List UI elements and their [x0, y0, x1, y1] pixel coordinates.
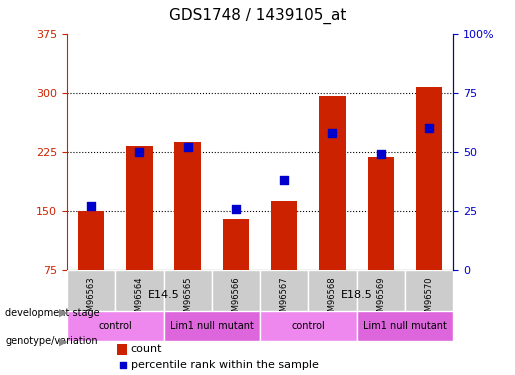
FancyBboxPatch shape [163, 270, 212, 310]
Bar [368, 158, 394, 270]
Text: GSM96564: GSM96564 [135, 276, 144, 322]
FancyBboxPatch shape [356, 310, 453, 341]
Point [135, 149, 144, 155]
Text: GSM96567: GSM96567 [280, 276, 289, 322]
Text: GSM96569: GSM96569 [376, 276, 385, 322]
Bar [416, 87, 442, 270]
FancyBboxPatch shape [308, 270, 356, 310]
FancyBboxPatch shape [212, 270, 260, 310]
Text: GSM96568: GSM96568 [328, 276, 337, 322]
Point [280, 177, 288, 183]
Bar [271, 201, 298, 270]
Text: control: control [291, 321, 325, 331]
Bar [78, 211, 105, 270]
Text: ▶: ▶ [59, 308, 68, 318]
FancyBboxPatch shape [356, 270, 405, 310]
Text: Lim1 null mutant: Lim1 null mutant [363, 321, 447, 331]
Text: GSM96565: GSM96565 [183, 276, 192, 322]
Bar [319, 96, 346, 270]
Text: GSM96570: GSM96570 [424, 276, 434, 322]
FancyBboxPatch shape [67, 280, 260, 310]
FancyBboxPatch shape [67, 270, 115, 310]
Point [119, 362, 127, 368]
Bar [222, 219, 249, 270]
Bar [126, 146, 152, 270]
FancyBboxPatch shape [260, 310, 356, 341]
Text: count: count [131, 344, 162, 354]
Text: E14.5: E14.5 [148, 290, 179, 300]
Point [376, 151, 385, 157]
FancyBboxPatch shape [260, 270, 308, 310]
Text: GDS1748 / 1439105_at: GDS1748 / 1439105_at [169, 8, 346, 24]
Bar [117, 344, 127, 354]
FancyBboxPatch shape [405, 270, 453, 310]
Point [87, 203, 95, 209]
Text: percentile rank within the sample: percentile rank within the sample [131, 360, 319, 370]
Text: E18.5: E18.5 [341, 290, 372, 300]
Text: control: control [98, 321, 132, 331]
Point [425, 125, 433, 131]
Text: GSM96563: GSM96563 [87, 276, 96, 322]
Text: ▶: ▶ [59, 336, 68, 346]
Text: development stage: development stage [5, 308, 100, 318]
Bar [175, 142, 201, 270]
Text: GSM96566: GSM96566 [231, 276, 241, 322]
FancyBboxPatch shape [163, 310, 260, 341]
FancyBboxPatch shape [67, 310, 163, 341]
Text: genotype/variation: genotype/variation [5, 336, 98, 346]
Point [183, 144, 192, 150]
Text: Lim1 null mutant: Lim1 null mutant [170, 321, 254, 331]
Point [232, 206, 240, 212]
FancyBboxPatch shape [260, 280, 453, 310]
Point [329, 130, 337, 136]
FancyBboxPatch shape [115, 270, 163, 310]
